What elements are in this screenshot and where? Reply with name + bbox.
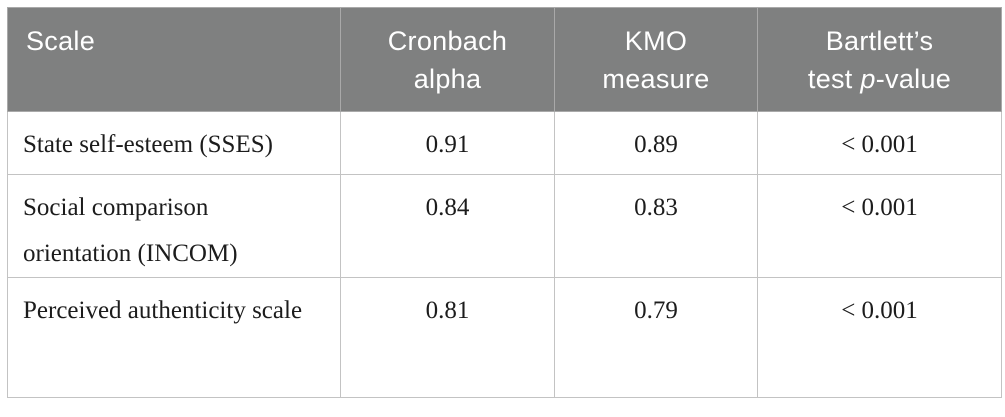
bartlett-value-text: -value: [875, 64, 952, 94]
cronbach-alpha-cell: 0.84: [340, 174, 555, 278]
column-header-scale-label: Scale: [26, 26, 96, 56]
header-row: Scale Cronbach alpha KMO measure Bartlet…: [7, 7, 1002, 112]
bartlett-p-value-cell: < 0.001: [757, 277, 1002, 398]
cronbach-alpha-cell: 0.81: [340, 277, 555, 398]
cronbach-alpha-cell: 0.91: [340, 111, 555, 175]
table-row: State self-esteem (SSES) 0.91 0.89 < 0.0…: [7, 111, 1002, 175]
bartlett-p-value-cell: < 0.001: [757, 174, 1002, 278]
reliability-statistics-table: Scale Cronbach alpha KMO measure Bartlet…: [7, 7, 1002, 398]
bartlett-header-line2: test p-value: [764, 60, 995, 98]
column-header-kmo-measure: KMO measure: [554, 7, 758, 112]
p-symbol: p: [860, 64, 876, 94]
column-header-scale: Scale: [7, 7, 341, 112]
column-header-cronbach-alpha: Cronbach alpha: [340, 7, 555, 112]
table-row: Perceived authenticity scale 0.81 0.79 <…: [7, 277, 1002, 398]
table-row: Social comparison orientation (INCOM) 0.…: [7, 174, 1002, 278]
kmo-measure-cell: 0.89: [554, 111, 758, 175]
kmo-header-line1: KMO: [624, 26, 688, 56]
bartlett-test-text: test: [807, 64, 861, 94]
kmo-measure-cell: 0.79: [554, 277, 758, 398]
cronbach-header-line2: alpha: [413, 64, 482, 94]
bartlett-p-value-cell: < 0.001: [757, 111, 1002, 175]
table-body: State self-esteem (SSES) 0.91 0.89 < 0.0…: [7, 111, 1002, 398]
column-header-bartlett-p-value: Bartlett’s test p-value: [757, 7, 1002, 112]
cronbach-header-line1: Cronbach: [387, 26, 508, 56]
scale-name-cell: State self-esteem (SSES): [7, 111, 341, 175]
scale-name-cell: Social comparison orientation (INCOM): [7, 174, 341, 278]
kmo-header-line2: measure: [602, 64, 710, 94]
bartlett-header-line1: Bartlett’s: [825, 26, 934, 56]
kmo-measure-cell: 0.83: [554, 174, 758, 278]
scale-name-cell: Perceived authenticity scale: [7, 277, 341, 398]
table-header: Scale Cronbach alpha KMO measure Bartlet…: [7, 7, 1002, 112]
